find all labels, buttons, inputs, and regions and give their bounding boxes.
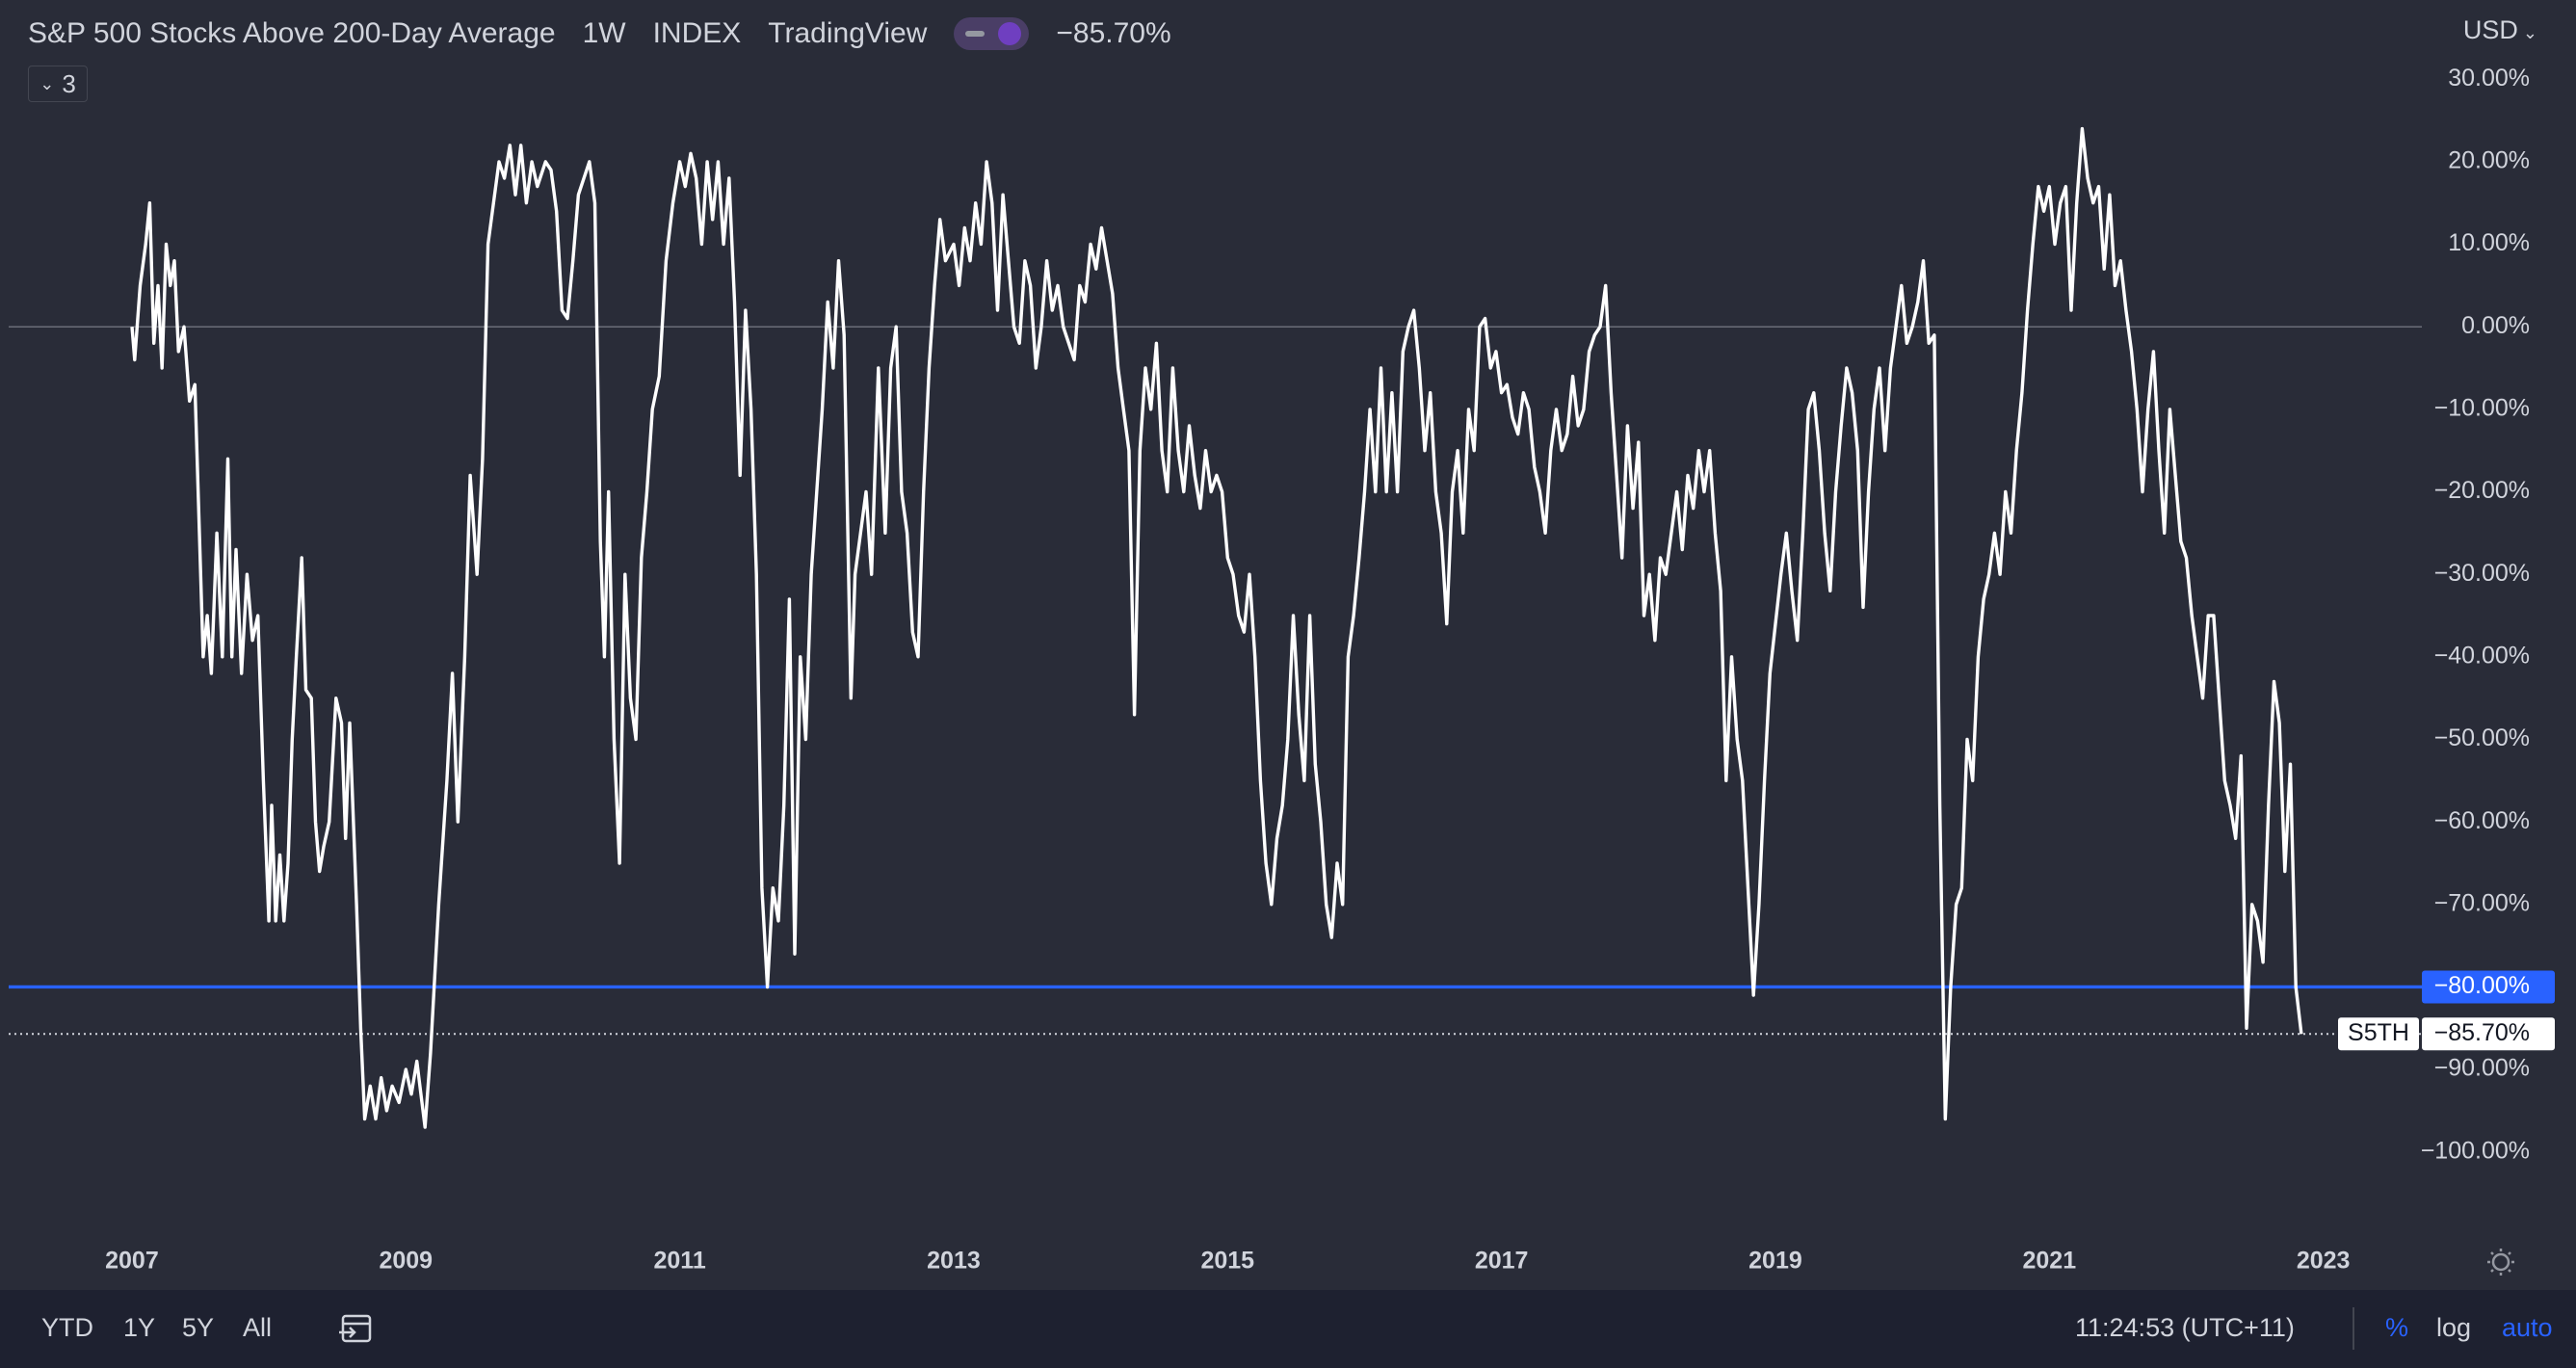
x-tick-label: 2015 [1200, 1248, 1254, 1275]
x-tick-label: 2023 [2297, 1248, 2351, 1275]
y-tick-label: −10.00% [2434, 394, 2530, 421]
y-tick-label: 30.00% [2448, 65, 2530, 92]
percent-mode[interactable]: % [2385, 1313, 2409, 1342]
currency-label: USD [2462, 15, 2518, 44]
x-tick-label: 2017 [1475, 1248, 1529, 1275]
x-tick-label: 2021 [2022, 1248, 2076, 1275]
symbol-title[interactable]: S&P 500 Stocks Above 200-Day Average [28, 17, 556, 49]
range-button[interactable]: YTD [41, 1313, 93, 1342]
last-price-label-bg [2422, 1017, 2555, 1051]
y-tick-label: −20.00% [2434, 477, 2530, 504]
interval[interactable]: 1W [582, 17, 626, 49]
bottom-toolbar: YTD 1Y 5Y All 11:24:53 (UTC+11) % log au… [0, 1290, 2576, 1368]
alert-label-bg [2422, 970, 2555, 1004]
y-tick-label: 10.00% [2448, 229, 2530, 256]
y-tick-label: 0.00% [2461, 312, 2530, 339]
y-tick-label: −70.00% [2434, 889, 2530, 916]
symbol-tag-bg [2338, 1017, 2419, 1051]
y-tick-label: −60.00% [2434, 807, 2530, 834]
y-tick-label: −30.00% [2434, 560, 2530, 587]
range-button[interactable]: 5Y [182, 1313, 215, 1342]
header: S&P 500 Stocks Above 200-Day Average 1W … [28, 17, 1171, 50]
indicators-toggle[interactable]: ⌄ 3 [28, 66, 88, 102]
exchange: INDEX [652, 17, 742, 49]
separator [2353, 1307, 2354, 1350]
y-tick-label: 20.00% [2448, 146, 2530, 173]
clock: 11:24:53 (UTC+11) [2075, 1313, 2295, 1342]
x-tick-label: 2007 [105, 1248, 159, 1275]
auto-mode[interactable]: auto [2502, 1313, 2553, 1342]
symbol-tag: S5TH [2348, 1019, 2409, 1046]
range-button[interactable]: All [243, 1313, 273, 1342]
x-tick-label: 2019 [1748, 1248, 1802, 1275]
series-line [130, 126, 2303, 1129]
x-tick-label: 2009 [379, 1248, 433, 1275]
toggle[interactable] [954, 17, 1030, 50]
chart: 30.00% 20.00% 10.00% 0.00% −10.00% −20.00% −30… [9, 65, 2555, 1276]
y-tick-label: −90.00% [2434, 1055, 2530, 1082]
last-price-label: −85.70% [2434, 1019, 2530, 1046]
alert-label: −80.00% [2434, 972, 2530, 999]
x-tick-label: 2011 [653, 1248, 705, 1275]
x-tick-label: 2013 [927, 1248, 981, 1275]
currency[interactable]: USD ⌄ [2462, 15, 2537, 44]
indicator-count: 3 [62, 68, 76, 98]
source: TradingView [768, 17, 928, 49]
y-tick-label: −40.00% [2434, 642, 2530, 669]
change: −85.70% [1056, 17, 1171, 49]
y-tick-label: −50.00% [2434, 724, 2530, 751]
goto-date-icon[interactable] [337, 1311, 376, 1346]
log-mode[interactable]: log [2436, 1313, 2472, 1342]
settings-icon[interactable] [2487, 1249, 2514, 1276]
range-button[interactable]: 1Y [123, 1313, 156, 1342]
y-tick-label: −100.00% [2421, 1137, 2530, 1164]
